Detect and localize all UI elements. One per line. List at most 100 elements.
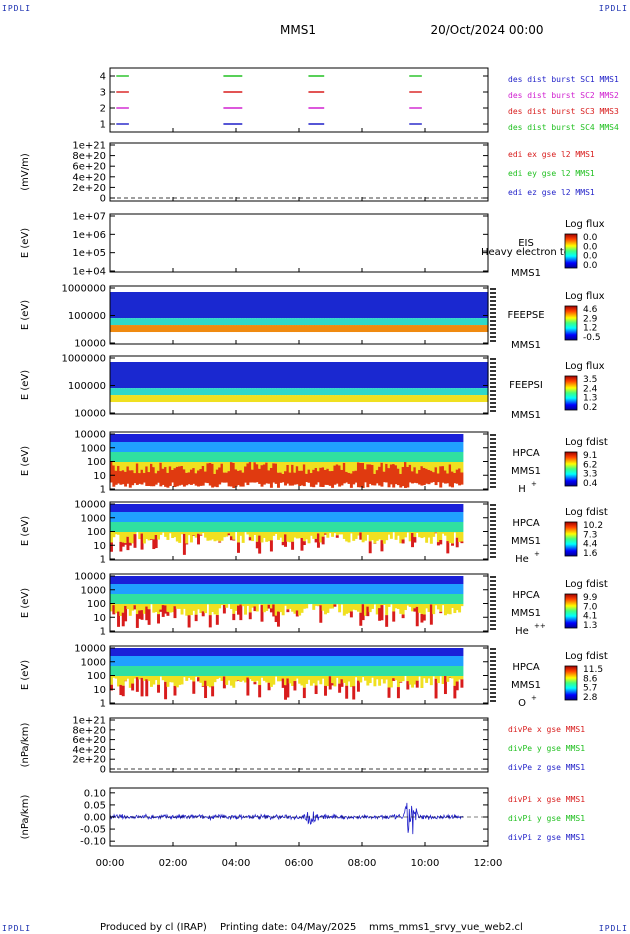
ytick-label: 100000 bbox=[68, 381, 106, 392]
corner-label-top-right: IPDLI bbox=[598, 4, 628, 13]
ytick-label: 10000 bbox=[74, 572, 106, 583]
spacecraft-label: MMS1 bbox=[511, 466, 541, 477]
colorbar bbox=[564, 593, 578, 629]
spacecraft-label: MMS1 bbox=[511, 608, 541, 619]
y-axis-label: E (eV) bbox=[20, 228, 31, 258]
footer-filename: mms_mms1_srvy_vue_web2.cl bbox=[369, 922, 523, 933]
ytick-label: 1000 bbox=[81, 585, 106, 596]
ytick-label: 1 bbox=[100, 627, 106, 638]
ytick-label: 0.05 bbox=[84, 800, 106, 811]
colorbar-tick: 2.9 bbox=[583, 314, 598, 324]
ytick-label: 0 bbox=[100, 194, 106, 205]
time-tick-label: 08:00 bbox=[348, 858, 377, 869]
corner-label-bottom-left: IPDLI bbox=[2, 924, 32, 933]
y-axis-label: E (eV) bbox=[20, 300, 31, 330]
time-tick-label: 10:00 bbox=[411, 858, 440, 869]
colorbar-tick: 6.2 bbox=[583, 460, 597, 470]
colorbar-tick: 11.5 bbox=[583, 665, 603, 675]
colorbar-title: Log flux bbox=[565, 291, 605, 302]
corner-label-bottom-right: IPDLI bbox=[598, 924, 628, 933]
legend-entry: divPi y gse MMS1 bbox=[508, 814, 585, 823]
colorbar-tick: 0.0 bbox=[583, 252, 598, 262]
colorbar-tick: 7.3 bbox=[583, 530, 597, 540]
colorbar-tick: 0.2 bbox=[583, 403, 597, 413]
ytick-label: 100 bbox=[87, 527, 106, 538]
species-label: He bbox=[515, 626, 529, 637]
legend-entry: des dist burst SC1 MMS1 bbox=[508, 75, 619, 84]
panel-hpca-o: 1 10 100 1000 10000 E (eV) HPCA MMS1 O + Log fdist… bbox=[20, 644, 608, 710]
y-axis-label: E (eV) bbox=[20, 370, 31, 400]
panel-frame bbox=[109, 213, 489, 273]
colorbar-tick: 4.4 bbox=[583, 540, 598, 550]
time-tick-label: 02:00 bbox=[159, 858, 188, 869]
legend-entry: des dist burst SC2 MMS2 bbox=[508, 91, 619, 100]
ytick-label: 6e+20 bbox=[72, 735, 106, 746]
colorbar-tick: 2.4 bbox=[583, 384, 598, 394]
colorbar-tick: 3.3 bbox=[583, 470, 597, 480]
ytick-label: 1 bbox=[100, 699, 106, 710]
ytick-label: 4e+20 bbox=[72, 745, 106, 756]
time-tick-label: 04:00 bbox=[222, 858, 251, 869]
species-label: He bbox=[515, 554, 529, 565]
colorbar-tick: 8.6 bbox=[583, 674, 598, 684]
legend-entry: edi ey gse l2 MMS1 bbox=[508, 169, 595, 178]
panel-feeps-e: 10000 100000 1000000 E (eV) FEEPSE MMS1 Log fl… bbox=[20, 284, 605, 352]
y-axis-label: (nPa/km) bbox=[20, 795, 31, 840]
ytick-label: 10000 bbox=[74, 430, 106, 441]
colorbar-tick: 10.2 bbox=[583, 521, 603, 531]
colorbar bbox=[564, 665, 578, 701]
divpi-z-trace bbox=[109, 802, 464, 835]
ytick-label: 1 bbox=[100, 120, 106, 131]
panel-frame bbox=[109, 67, 489, 133]
ytick-label: 1 bbox=[100, 485, 106, 496]
plot-title-datetime: 20/Oct/2024 00:00 bbox=[430, 23, 543, 37]
legend-entry: des dist burst SC4 MMS4 bbox=[508, 123, 619, 132]
colorbar-tick: 1.3 bbox=[583, 621, 597, 631]
legend-entry: divPi x gse MMS1 bbox=[508, 795, 585, 804]
spacecraft-label: MMS1 bbox=[511, 340, 541, 351]
colorbar-tick: -0.5 bbox=[583, 333, 601, 343]
y-axis-label: E (eV) bbox=[20, 660, 31, 690]
ytick-label: 0 bbox=[100, 765, 106, 776]
ytick-label: 1e+04 bbox=[72, 267, 106, 278]
colorbar-tick: 1.2 bbox=[583, 324, 597, 334]
overlay-text: Heavy electron to bbox=[481, 247, 570, 258]
instrument-label: FEEPSI bbox=[509, 380, 543, 391]
ytick-label: 10 bbox=[93, 613, 106, 624]
ytick-label: 1000000 bbox=[61, 284, 106, 295]
legend-entry: edi ez gse l2 MMS1 bbox=[508, 188, 595, 197]
colorbar bbox=[564, 451, 578, 487]
colorbar-tick: 0.0 bbox=[583, 242, 598, 252]
ytick-label: 1e+21 bbox=[72, 716, 106, 727]
y-axis-label: (nPa/km) bbox=[20, 723, 31, 768]
ytick-label: 100 bbox=[87, 671, 106, 682]
panel-hpca-hepp: 1 10 100 1000 10000 E (eV) HPCA MMS1 He ++ Log fdi… bbox=[20, 572, 608, 638]
ytick-label: 4 bbox=[100, 72, 106, 83]
ytick-label: 10 bbox=[93, 685, 106, 696]
ytick-label: 10 bbox=[93, 541, 106, 552]
ytick-label: 1e+21 bbox=[72, 141, 106, 152]
y-axis-label: (mV/m) bbox=[20, 153, 31, 191]
time-tick-label: 06:00 bbox=[285, 858, 314, 869]
panel-frame bbox=[109, 717, 489, 773]
ytick-label: 100 bbox=[87, 599, 106, 610]
y-axis-label: E (eV) bbox=[20, 588, 31, 618]
ytick-label: -0.05 bbox=[80, 825, 106, 836]
plot-title-spacecraft: MMS1 bbox=[280, 23, 316, 37]
legend-entry: edi ex gse l2 MMS1 bbox=[508, 150, 595, 159]
spacecraft-label: MMS1 bbox=[511, 268, 541, 279]
instrument-label: EIS bbox=[518, 238, 534, 249]
legend-entry: divPe z gse MMS1 bbox=[508, 763, 585, 772]
ytick-label: 1e+06 bbox=[72, 230, 106, 241]
panel-hpca-he: 1 10 100 1000 10000 E (eV) HPCA MMS1 He + Log fdis… bbox=[20, 500, 608, 566]
colorbar-title: Log fdist bbox=[565, 507, 608, 518]
species-label: O bbox=[518, 698, 526, 709]
ytick-label: 100000 bbox=[68, 311, 106, 322]
ytick-label: 1e+07 bbox=[72, 212, 106, 223]
colorbar-tick: 9.9 bbox=[583, 593, 598, 603]
instrument-label: HPCA bbox=[512, 448, 540, 459]
corner-label-top-left: IPDLI bbox=[2, 4, 32, 13]
